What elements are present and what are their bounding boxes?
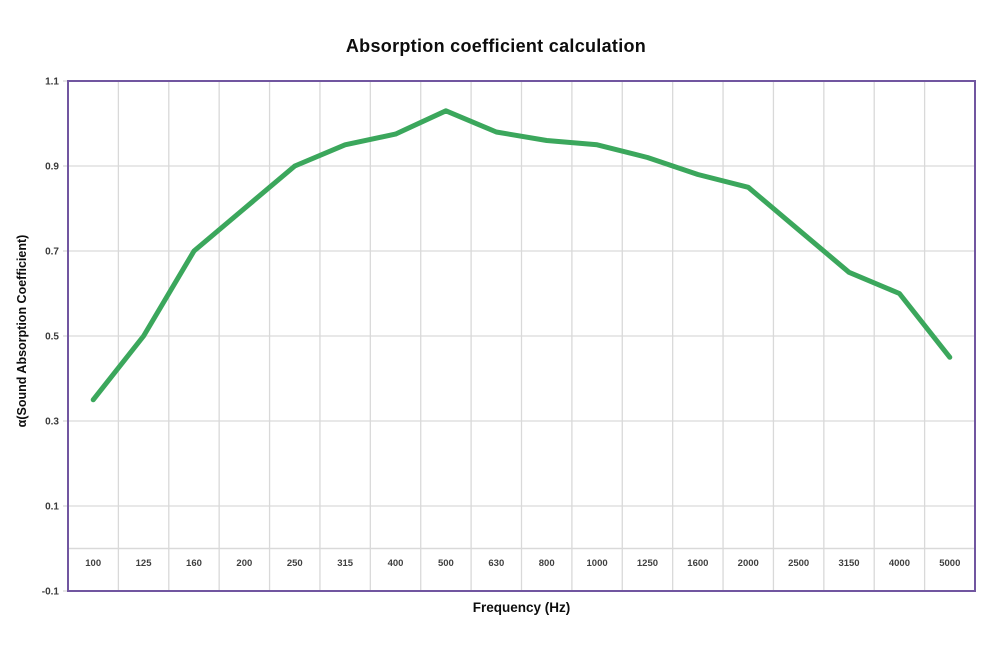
x-tick-label: 1600 [687, 558, 708, 569]
y-tick-label: 0.9 [45, 162, 59, 173]
y-tick-label: 1.1 [45, 77, 59, 88]
x-tick-label: 2500 [788, 558, 809, 569]
y-tick-label: 0.7 [45, 247, 59, 258]
x-tick-label: 200 [236, 558, 252, 569]
y-axis-title: α(Sound Absorption Coefficient) [15, 234, 29, 428]
y-tick-label: 0.1 [45, 502, 59, 513]
x-tick-label: 125 [136, 558, 153, 569]
x-axis-title: Frequency (Hz) [472, 600, 571, 615]
y-tick-label: 0.3 [45, 417, 59, 428]
x-tick-label: 800 [539, 558, 555, 569]
x-tick-label: 400 [388, 558, 404, 569]
y-tick-label: -0.1 [42, 587, 60, 598]
chart-title: Absorption coefficient calculation [345, 36, 647, 56]
x-tick-label: 500 [438, 558, 454, 569]
x-tick-label: 2000 [738, 558, 759, 569]
x-tick-label: 1000 [587, 558, 608, 569]
x-tick-label: 4000 [889, 558, 910, 569]
series-line [90, 108, 953, 403]
x-tick-label: 630 [488, 558, 504, 569]
x-tick-label: 3150 [838, 558, 859, 569]
plot-border [67, 80, 976, 592]
x-tick-label: 100 [85, 558, 101, 569]
x-tick-label: 5000 [939, 558, 960, 569]
x-tick-label: 160 [186, 558, 202, 569]
x-tick-label: 315 [337, 558, 354, 569]
y-tick-label: 0.5 [45, 332, 59, 343]
x-tick-label: 250 [287, 558, 303, 569]
x-tick-label: 1250 [637, 558, 658, 569]
